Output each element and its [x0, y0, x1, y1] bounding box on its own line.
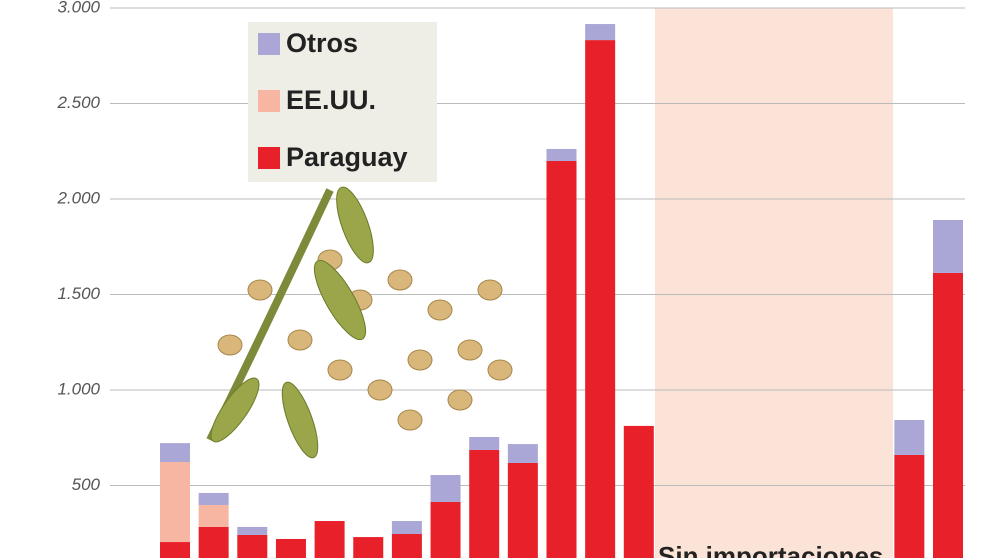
bar-segment [546, 148, 577, 161]
legend-label: Paraguay [286, 142, 408, 172]
no-import-zone [655, 8, 893, 558]
bar-segment [391, 534, 422, 558]
bar-segment [198, 526, 229, 558]
bar-segment [933, 272, 963, 558]
y-tick-label: 500 [72, 475, 101, 494]
y-tick-label: 1.000 [57, 379, 100, 398]
bar-segment [160, 462, 190, 543]
legend-swatch [258, 90, 280, 112]
bar-segment [507, 462, 538, 558]
bar-segment [546, 160, 577, 558]
soybeans [206, 186, 513, 459]
bar-segment [275, 538, 306, 558]
bar-segment [314, 521, 345, 558]
bar-segment [894, 419, 925, 455]
bar-segment [585, 40, 616, 558]
legend-swatch [258, 147, 280, 169]
bar-segment [353, 537, 384, 558]
annotation: Sin importaciones [658, 541, 883, 558]
legend-label: EE.UU. [286, 85, 376, 115]
y-tick-label: 2.000 [56, 188, 100, 207]
bar-segment [469, 436, 500, 450]
bar-segment [237, 534, 268, 558]
y-tick-label: 2.500 [56, 93, 100, 112]
legend-swatch [258, 33, 280, 55]
bar-segment [237, 526, 268, 535]
bar-segment [894, 454, 925, 558]
bar-segment [391, 521, 422, 535]
bar-segment [933, 220, 963, 273]
y-tick-label: 3.000 [57, 0, 100, 16]
bar-segment [469, 449, 500, 558]
legend-label: Otros [286, 28, 358, 58]
bar-segment [430, 501, 461, 558]
bar-segment [430, 474, 461, 502]
bar-segment [160, 542, 190, 558]
y-tick-label: 1.500 [57, 284, 100, 303]
bar-segment [198, 492, 229, 505]
bar-segment [585, 24, 616, 41]
bar-segment [507, 444, 538, 463]
bar-segment [198, 504, 229, 527]
bar-segment [160, 443, 190, 463]
bar-segment [623, 425, 654, 558]
